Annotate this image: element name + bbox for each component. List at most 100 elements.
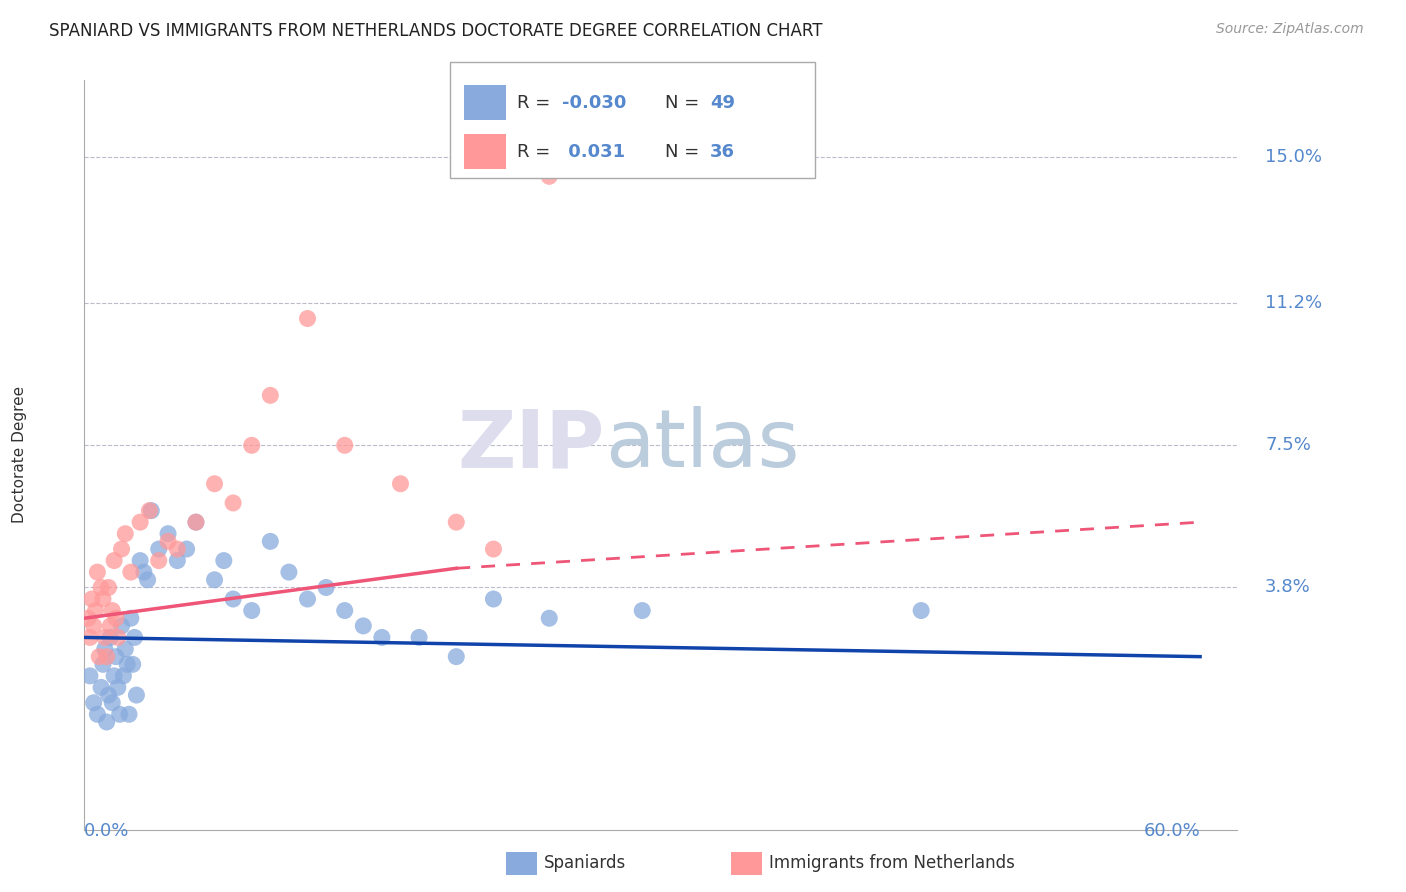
Point (107, 631, 129, 645)
Point (132, 565, 155, 579)
Point (141, 503, 163, 517)
Point (538, 611, 561, 625)
Point (204, 476, 226, 491)
Point (204, 573, 226, 587)
Point (297, 311, 319, 326)
Point (157, 534, 180, 549)
Point (136, 573, 159, 587)
Text: N =: N = (665, 94, 704, 112)
Point (110, 542, 132, 557)
Point (121, 657, 143, 672)
Point (89, 649, 111, 664)
Text: ZIP: ZIP (458, 407, 605, 484)
Point (222, 592, 245, 607)
Point (108, 707, 131, 722)
Text: 15.0%: 15.0% (1265, 148, 1322, 166)
Point (94, 642, 117, 657)
Point (176, 542, 198, 557)
Point (166, 553, 188, 567)
Point (538, 169, 561, 184)
Point (84, 603, 107, 617)
Point (482, 592, 505, 607)
Text: -0.030: -0.030 (562, 94, 627, 112)
Point (96, 649, 118, 664)
Point (90, 581, 112, 595)
Point (148, 542, 170, 557)
Point (157, 526, 180, 541)
Point (120, 565, 142, 579)
Point (446, 515, 468, 529)
Point (333, 603, 356, 617)
Point (97, 581, 120, 595)
Point (110, 619, 132, 633)
Point (240, 603, 263, 617)
Point (86, 707, 108, 722)
Point (138, 503, 160, 517)
Text: N =: N = (665, 143, 704, 161)
Point (371, 631, 394, 645)
Point (104, 611, 127, 625)
Point (100, 619, 122, 633)
Point (259, 534, 281, 549)
Point (408, 631, 430, 645)
Text: 36: 36 (710, 143, 735, 161)
Point (96, 714, 118, 729)
Text: R =: R = (517, 94, 557, 112)
Point (910, 603, 932, 617)
Text: 0.0%: 0.0% (84, 822, 129, 840)
Point (101, 603, 124, 617)
Point (91, 592, 114, 607)
Point (124, 631, 146, 645)
Text: Immigrants from Netherlands: Immigrants from Netherlands (769, 855, 1015, 872)
Text: 3.8%: 3.8% (1265, 579, 1310, 597)
Point (97, 688, 120, 702)
Point (297, 592, 319, 607)
Point (86, 565, 108, 579)
Point (482, 542, 505, 557)
Point (77, 611, 100, 625)
Point (114, 526, 136, 541)
Point (90, 681, 112, 695)
Point (129, 553, 152, 567)
Text: 7.5%: 7.5% (1265, 436, 1310, 454)
Point (184, 515, 207, 529)
Text: 60.0%: 60.0% (1143, 822, 1201, 840)
Point (91, 657, 114, 672)
Text: atlas: atlas (605, 407, 800, 484)
Text: Spaniards: Spaniards (544, 855, 626, 872)
Point (184, 515, 207, 529)
Point (277, 565, 299, 579)
Point (129, 515, 152, 529)
Text: 11.2%: 11.2% (1265, 294, 1322, 312)
Point (446, 649, 468, 664)
Point (112, 669, 135, 683)
Point (107, 681, 129, 695)
Text: 49: 49 (710, 94, 735, 112)
Point (118, 707, 141, 722)
Point (120, 611, 142, 625)
Point (115, 657, 138, 672)
Point (80, 592, 103, 607)
Point (352, 619, 374, 633)
Point (79, 669, 101, 683)
Point (125, 688, 148, 702)
Point (240, 438, 263, 452)
Text: SPANIARD VS IMMIGRANTS FROM NETHERLANDS DOCTORATE DEGREE CORRELATION CHART: SPANIARD VS IMMIGRANTS FROM NETHERLANDS … (49, 22, 823, 40)
Text: Doctorate Degree: Doctorate Degree (11, 386, 27, 524)
Point (103, 553, 125, 567)
Text: R =: R = (517, 143, 557, 161)
Point (83, 696, 105, 710)
Point (100, 631, 122, 645)
Point (212, 553, 235, 567)
Point (94, 631, 117, 645)
Point (389, 476, 412, 491)
Point (104, 649, 127, 664)
Point (79, 631, 101, 645)
Point (259, 388, 281, 402)
Text: 0.031: 0.031 (562, 143, 626, 161)
Point (148, 553, 170, 567)
Point (166, 542, 188, 557)
Text: Source: ZipAtlas.com: Source: ZipAtlas.com (1216, 22, 1364, 37)
Point (222, 496, 245, 510)
Point (103, 669, 125, 683)
